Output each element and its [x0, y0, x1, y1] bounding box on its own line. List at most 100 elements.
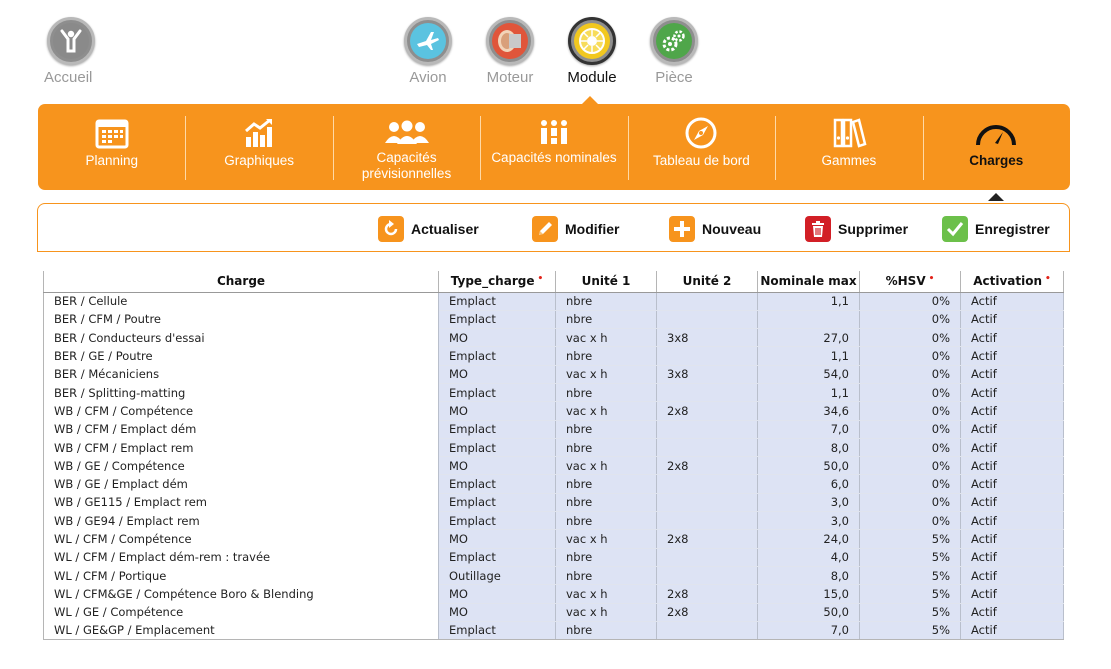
- table-row[interactable]: BER / Splitting-matting Emplact nbre 1,1 0% A…: [43, 383, 1064, 403]
- table-cell[interactable]: nbre: [555, 511, 657, 531]
- table-cell[interactable]: [656, 346, 758, 366]
- table-cell[interactable]: Emplact: [438, 511, 556, 531]
- table-cell[interactable]: BER / Splitting-matting: [43, 383, 439, 402]
- table-cell[interactable]: Actif: [960, 603, 1064, 622]
- table-cell[interactable]: vac x h: [555, 456, 657, 476]
- table-cell[interactable]: WL / CFM / Emplact dém-rem : travée: [43, 548, 439, 567]
- table-cell[interactable]: 0%: [859, 420, 961, 439]
- column-header[interactable]: Nominale max: [757, 271, 860, 293]
- table-cell[interactable]: 1,1: [757, 383, 860, 403]
- table-cell[interactable]: 2x8: [656, 584, 758, 604]
- nav-module[interactable]: Module: [550, 17, 634, 86]
- column-header[interactable]: Activation •: [960, 271, 1064, 293]
- delete-button[interactable]: Supprimer: [805, 215, 908, 243]
- table-cell[interactable]: 5%: [859, 566, 961, 586]
- table-cell[interactable]: WL / CFM / Portique: [43, 566, 439, 585]
- tab-graphiques[interactable]: Graphiques: [185, 104, 332, 190]
- table-cell[interactable]: Actif: [960, 310, 1064, 330]
- table-cell[interactable]: 0%: [859, 474, 961, 494]
- table-row[interactable]: WL / GE&GP / Emplacement Emplact nbre 7,0 5%…: [43, 621, 1064, 641]
- table-cell[interactable]: MO: [438, 328, 556, 348]
- table-cell[interactable]: [757, 310, 860, 330]
- table-cell[interactable]: 2x8: [656, 529, 758, 549]
- table-cell[interactable]: 8,0: [757, 566, 860, 586]
- column-header[interactable]: Unité 1: [555, 271, 657, 293]
- table-cell[interactable]: 5%: [859, 603, 961, 622]
- table-cell[interactable]: [656, 383, 758, 403]
- table-cell[interactable]: [656, 420, 758, 439]
- table-row[interactable]: WB / GE / Emplact dém Emplact nbre 6,0 0% Act…: [43, 474, 1064, 494]
- table-cell[interactable]: 5%: [859, 529, 961, 549]
- table-row[interactable]: WB / GE115 / Emplact rem Emplact nbre 3,0 0%…: [43, 493, 1064, 513]
- table-cell[interactable]: 3,0: [757, 493, 860, 513]
- table-cell[interactable]: Actif: [960, 383, 1064, 403]
- column-header[interactable]: Type_charge •: [438, 271, 556, 293]
- tab-capacites-previsionnelles[interactable]: Capacités prévisionnelles: [332, 104, 480, 190]
- table-cell[interactable]: nbre: [555, 438, 657, 458]
- table-cell[interactable]: Actif: [960, 346, 1064, 366]
- table-cell[interactable]: 8,0: [757, 438, 860, 458]
- column-header[interactable]: %HSV •: [859, 271, 961, 293]
- table-row[interactable]: BER / GE / Poutre Emplact nbre 1,1 0% Actif: [43, 346, 1064, 366]
- table-cell[interactable]: 0%: [859, 328, 961, 348]
- table-cell[interactable]: nbre: [555, 383, 657, 403]
- table-row[interactable]: WB / CFM / Emplact dém Emplact nbre 7,0 0% Ac…: [43, 420, 1064, 439]
- table-cell[interactable]: [656, 474, 758, 494]
- nav-piece[interactable]: Pièce: [632, 17, 716, 86]
- table-row[interactable]: BER / Mécaniciens MO vac x h 3x8 54,0 0% Actif: [43, 365, 1064, 384]
- table-cell[interactable]: WL / GE&GP / Emplacement: [43, 621, 439, 641]
- table-cell[interactable]: vac x h: [555, 365, 657, 384]
- table-cell[interactable]: nbre: [555, 493, 657, 513]
- save-button[interactable]: Enregistrer: [942, 215, 1050, 243]
- table-cell[interactable]: 5%: [859, 621, 961, 641]
- table-cell[interactable]: Actif: [960, 529, 1064, 549]
- table-cell[interactable]: BER / CFM / Poutre: [43, 310, 439, 329]
- table-row[interactable]: BER / CFM / Poutre Emplact nbre 0% Actif: [43, 310, 1064, 330]
- table-cell[interactable]: 6,0: [757, 474, 860, 494]
- table-row[interactable]: WL / CFM&GE / Compétence Boro & Blending…: [43, 584, 1064, 604]
- table-cell[interactable]: [656, 566, 758, 586]
- table-cell[interactable]: WB / GE / Compétence: [43, 456, 439, 475]
- table-cell[interactable]: WB / CFM / Emplact rem: [43, 438, 439, 457]
- nav-home[interactable]: Accueil: [29, 17, 113, 86]
- table-cell[interactable]: 0%: [859, 511, 961, 531]
- table-cell[interactable]: MO: [438, 365, 556, 384]
- table-cell[interactable]: WB / GE94 / Emplact rem: [43, 511, 439, 530]
- table-cell[interactable]: BER / GE / Poutre: [43, 346, 439, 366]
- table-cell[interactable]: Actif: [960, 420, 1064, 439]
- table-cell[interactable]: BER / Mécaniciens: [43, 365, 439, 384]
- table-cell[interactable]: Emplact: [438, 438, 556, 458]
- table-cell[interactable]: nbre: [555, 566, 657, 586]
- table-cell[interactable]: vac x h: [555, 529, 657, 549]
- table-cell[interactable]: MO: [438, 401, 556, 421]
- table-cell[interactable]: BER / Conducteurs d'essai: [43, 328, 439, 347]
- refresh-button[interactable]: Actualiser: [378, 215, 479, 243]
- table-cell[interactable]: [656, 511, 758, 531]
- table-row[interactable]: WL / CFM / Portique Outillage nbre 8,0 5% Act…: [43, 566, 1064, 586]
- table-cell[interactable]: Actif: [960, 511, 1064, 531]
- table-row[interactable]: BER / Conducteurs d'essai MO vac x h 3x8 27,…: [43, 328, 1064, 348]
- table-cell[interactable]: 5%: [859, 548, 961, 567]
- table-cell[interactable]: nbre: [555, 346, 657, 366]
- table-cell[interactable]: 2x8: [656, 401, 758, 421]
- table-cell[interactable]: 2x8: [656, 603, 758, 622]
- table-cell[interactable]: nbre: [555, 292, 657, 311]
- table-cell[interactable]: vac x h: [555, 603, 657, 622]
- table-cell[interactable]: WB / GE115 / Emplact rem: [43, 493, 439, 512]
- table-cell[interactable]: 0%: [859, 310, 961, 330]
- table-row[interactable]: WB / CFM / Compétence MO vac x h 2x8 34,6 0% A…: [43, 401, 1064, 421]
- tab-charges[interactable]: Charges: [922, 104, 1070, 190]
- column-header[interactable]: Charge: [43, 271, 439, 293]
- table-cell[interactable]: WB / CFM / Emplact dém: [43, 420, 439, 439]
- table-cell[interactable]: Actif: [960, 456, 1064, 476]
- table-cell[interactable]: MO: [438, 603, 556, 622]
- column-header[interactable]: Unité 2: [656, 271, 758, 293]
- table-cell[interactable]: Emplact: [438, 310, 556, 330]
- table-cell[interactable]: 0%: [859, 365, 961, 384]
- table-cell[interactable]: Actif: [960, 621, 1064, 641]
- table-cell[interactable]: WL / GE / Compétence: [43, 603, 439, 622]
- table-cell[interactable]: nbre: [555, 310, 657, 330]
- table-row[interactable]: BER / Cellule Emplact nbre 1,1 0% Actif: [43, 292, 1064, 311]
- table-cell[interactable]: Actif: [960, 566, 1064, 586]
- table-cell[interactable]: 27,0: [757, 328, 860, 348]
